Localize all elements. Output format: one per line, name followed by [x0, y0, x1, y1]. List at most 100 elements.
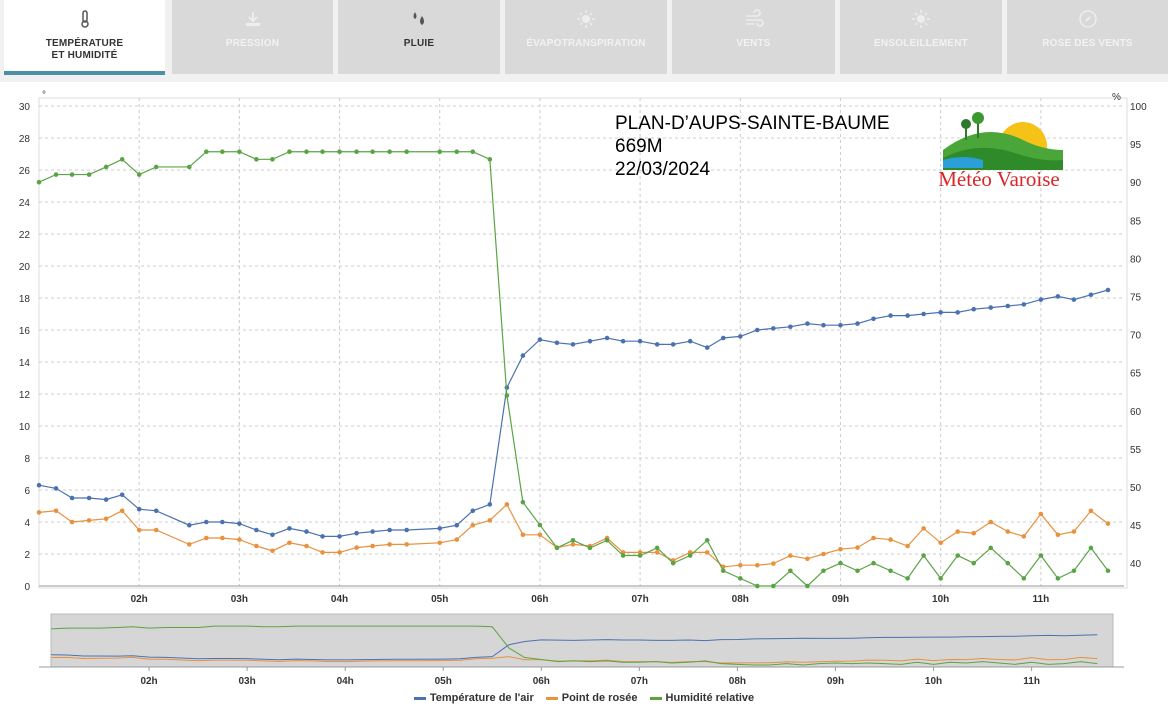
data-point-0 — [654, 342, 660, 347]
tab-0[interactable]: TEMPÉRATURE ET HUMIDITÉ — [4, 0, 165, 75]
data-point-0 — [237, 521, 242, 526]
data-point-2 — [737, 576, 743, 581]
data-point-1 — [704, 550, 710, 555]
data-point-2 — [755, 583, 760, 589]
data-point-0 — [387, 527, 392, 533]
data-point-2 — [604, 537, 610, 543]
data-point-0 — [304, 529, 309, 534]
data-point-0 — [119, 492, 125, 498]
right-tick-label: 40 — [1130, 559, 1142, 570]
data-point-0 — [604, 335, 610, 341]
data-point-1 — [86, 518, 92, 523]
data-point-2 — [36, 179, 42, 185]
legend-item[interactable]: Humidité relative — [649, 692, 754, 704]
data-point-0 — [437, 526, 443, 531]
data-point-0 — [670, 342, 676, 347]
left-tick-label: 20 — [19, 262, 31, 273]
data-point-2 — [320, 149, 325, 155]
data-point-1 — [69, 519, 75, 525]
left-tick-label: 2 — [24, 550, 30, 561]
tab-label: ÉVAPOTRANSPIRATION — [526, 38, 646, 49]
data-point-1 — [254, 543, 259, 549]
tab-4[interactable]: VENTS — [672, 0, 835, 74]
data-point-1 — [888, 537, 893, 542]
chart-legend: Température de l'air Point de rosée Humidi… — [0, 692, 1168, 704]
data-point-1 — [404, 542, 409, 547]
data-point-1 — [805, 556, 810, 562]
data-point-0 — [370, 529, 375, 534]
data-point-2 — [220, 149, 225, 155]
data-point-0 — [53, 486, 59, 491]
data-point-1 — [821, 551, 826, 557]
tab-label: ROSE DES VENTS — [1042, 38, 1133, 49]
data-point-2 — [370, 149, 375, 155]
tab-5[interactable]: ENSOLEILLEMENT — [840, 0, 1002, 74]
meteo-varoise-logo: Météo Varoise — [923, 110, 1075, 194]
data-point-0 — [36, 482, 42, 488]
tab-1[interactable]: PRESSION — [172, 0, 333, 74]
data-point-2 — [687, 553, 693, 558]
left-tick-label: 12 — [19, 390, 31, 401]
logo-text: Météo Varoise — [938, 167, 1060, 191]
data-point-2 — [637, 553, 643, 558]
data-point-0 — [454, 522, 460, 528]
data-point-0 — [220, 519, 225, 525]
data-point-0 — [487, 502, 493, 507]
data-point-1 — [370, 543, 375, 549]
data-point-1 — [654, 550, 660, 555]
data-point-1 — [1005, 529, 1011, 534]
data-point-1 — [1021, 534, 1027, 539]
tab-3[interactable]: ÉVAPOTRANSPIRATION — [505, 0, 667, 74]
data-point-2 — [838, 560, 843, 566]
data-point-1 — [487, 518, 493, 523]
tab-label: VENTS — [736, 38, 771, 49]
data-point-1 — [905, 543, 910, 549]
legend-item[interactable]: Température de l'air — [413, 692, 534, 704]
data-point-0 — [938, 310, 943, 315]
data-point-2 — [888, 568, 893, 574]
data-point-2 — [554, 545, 560, 551]
data-point-0 — [537, 337, 543, 342]
data-point-1 — [186, 542, 192, 547]
landscape-logo-icon — [943, 112, 1063, 170]
x-tick-label: 08h — [732, 594, 749, 605]
data-point-1 — [36, 510, 42, 515]
left-tick-label: 4 — [24, 518, 30, 529]
data-point-0 — [1055, 294, 1061, 299]
data-point-1 — [103, 516, 109, 522]
tab-6[interactable]: ROSE DES VENTS — [1007, 0, 1168, 74]
data-point-2 — [53, 172, 59, 177]
left-tick-label: 8 — [24, 454, 30, 465]
navigator-series-2 — [50, 625, 1098, 666]
data-point-1 — [570, 542, 576, 547]
tab-2[interactable]: PLUIE — [338, 0, 500, 74]
data-point-2 — [437, 149, 443, 155]
data-point-0 — [554, 340, 560, 346]
legend-swatch — [545, 696, 558, 700]
data-point-0 — [1021, 302, 1027, 307]
data-point-0 — [788, 324, 793, 330]
data-point-1 — [871, 535, 876, 541]
legend-item[interactable]: Point de rosée — [545, 692, 638, 704]
rain-drops-icon — [409, 9, 429, 29]
data-point-1 — [304, 543, 309, 549]
right-tick-label: 65 — [1130, 369, 1142, 380]
data-point-2 — [186, 164, 192, 170]
data-point-0 — [720, 335, 726, 341]
data-point-0 — [1005, 303, 1011, 309]
sun-icon — [576, 9, 596, 29]
data-point-0 — [637, 338, 643, 344]
data-point-0 — [287, 526, 292, 531]
data-point-2 — [938, 576, 943, 581]
navigator-tick-label: 04h — [337, 676, 354, 687]
left-tick-label: 18 — [19, 294, 31, 305]
data-point-0 — [354, 530, 359, 536]
right-tick-label: 55 — [1130, 445, 1142, 456]
data-point-0 — [871, 316, 876, 322]
data-point-1 — [755, 562, 760, 568]
data-point-1 — [53, 508, 59, 514]
navigator-tick-label: 02h — [140, 676, 157, 687]
data-point-0 — [971, 306, 977, 312]
data-point-1 — [470, 522, 476, 528]
